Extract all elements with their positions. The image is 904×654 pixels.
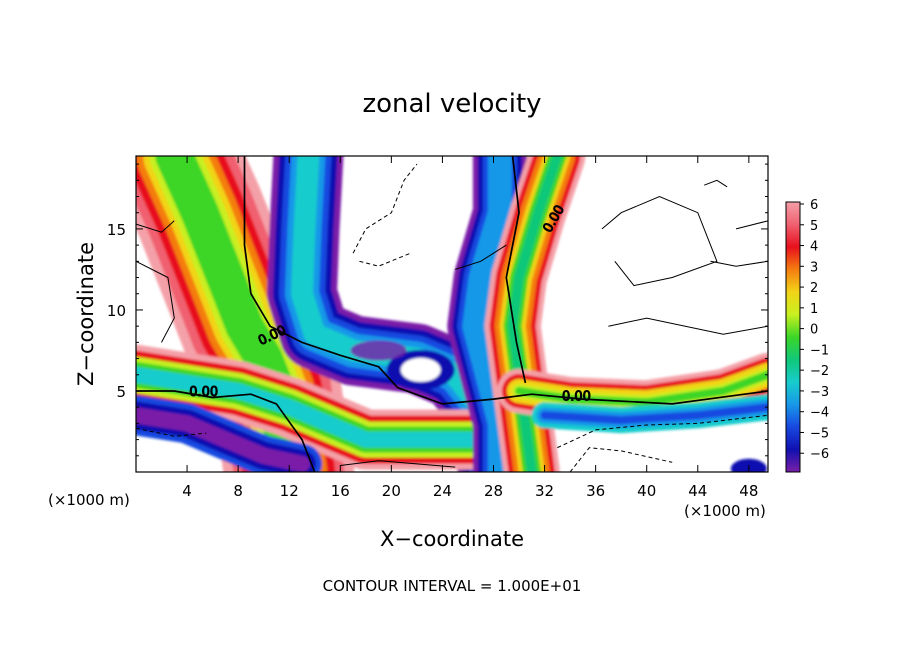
velocity-band <box>136 366 489 448</box>
contour-line <box>557 414 768 449</box>
colorbar-label: 1 <box>810 302 818 317</box>
contour-line <box>569 447 673 472</box>
contour-line <box>136 220 175 233</box>
contour-line <box>608 317 768 335</box>
x-tick-label: 48 <box>739 482 758 500</box>
colorbar-label: 2 <box>810 281 818 296</box>
y-tick-label: 5 <box>116 383 126 401</box>
x-axis-label: X−coordinate <box>380 527 524 551</box>
y-axis-label: Z−coordinate <box>74 242 98 386</box>
contour-line <box>710 260 768 267</box>
contour-line <box>136 390 316 472</box>
contour-line <box>735 220 768 230</box>
colorbar-label: −1 <box>810 343 829 358</box>
x-axis: 4 8 12 16 20 24 28 32 36 40 44 48 <box>182 156 758 500</box>
contour-line <box>136 260 175 343</box>
x-tick-label: 32 <box>535 482 554 500</box>
colorbar-label: −4 <box>810 406 829 421</box>
colorbar: 6 5 4 3 2 1 0 −1 −2 −3 −4 −5 −6 <box>785 198 829 473</box>
colorbar-label: 4 <box>810 240 818 255</box>
chart-title: zonal velocity <box>362 89 541 119</box>
contour-line <box>704 179 728 188</box>
velocity-band <box>136 407 310 472</box>
contour-line <box>505 156 527 384</box>
x-tick-label: 44 <box>688 482 707 500</box>
velocity-band <box>507 156 563 472</box>
x-tick-label: 12 <box>280 482 299 500</box>
contour-line <box>352 163 418 254</box>
x-tick-label: 16 <box>331 482 350 500</box>
x-unit-label: (×1000 m) <box>48 491 130 509</box>
x-tick-label: 40 <box>637 482 656 500</box>
y-tick-label: 15 <box>107 221 126 239</box>
y-axis: 5 10 15 <box>107 163 768 457</box>
x-tick-label: 36 <box>586 482 605 500</box>
y-tick-label: 10 <box>107 302 126 320</box>
contour-line <box>243 156 768 405</box>
x-tick-label: 20 <box>382 482 401 500</box>
contour-line <box>340 460 456 468</box>
velocity-blob <box>400 357 441 382</box>
colorbar-label: 3 <box>810 260 818 275</box>
colorbar-label: −2 <box>810 364 829 379</box>
x-tick-label: 24 <box>433 482 452 500</box>
contour-line <box>601 195 718 287</box>
plot-frame <box>135 155 769 473</box>
colorbar-label: 6 <box>810 198 818 213</box>
velocity-band <box>540 403 768 425</box>
contour-line <box>455 244 507 270</box>
colorbar-label: −6 <box>810 447 829 462</box>
x-unit-label-right: (×1000 m) <box>684 502 766 520</box>
contour-label: 0.00 <box>189 385 218 400</box>
x-tick-label: 8 <box>233 482 243 500</box>
x-tick-label: 28 <box>484 482 503 500</box>
colorbar-label: −5 <box>810 426 829 441</box>
contour-label: 0.00 <box>562 390 591 405</box>
contour-line <box>359 252 411 267</box>
colorbar-ramp <box>785 201 801 473</box>
colorbar-label: 0 <box>810 323 818 338</box>
field-plot-area: 0.000.000.00 0.00 <box>136 156 768 472</box>
contour-interval-note: CONTOUR INTERVAL = 1.000E+01 <box>323 577 582 595</box>
x-tick-label: 4 <box>182 482 192 500</box>
colorbar-label: −3 <box>810 385 829 400</box>
colorbar-label: 5 <box>810 219 818 234</box>
velocity-blob <box>350 340 407 361</box>
